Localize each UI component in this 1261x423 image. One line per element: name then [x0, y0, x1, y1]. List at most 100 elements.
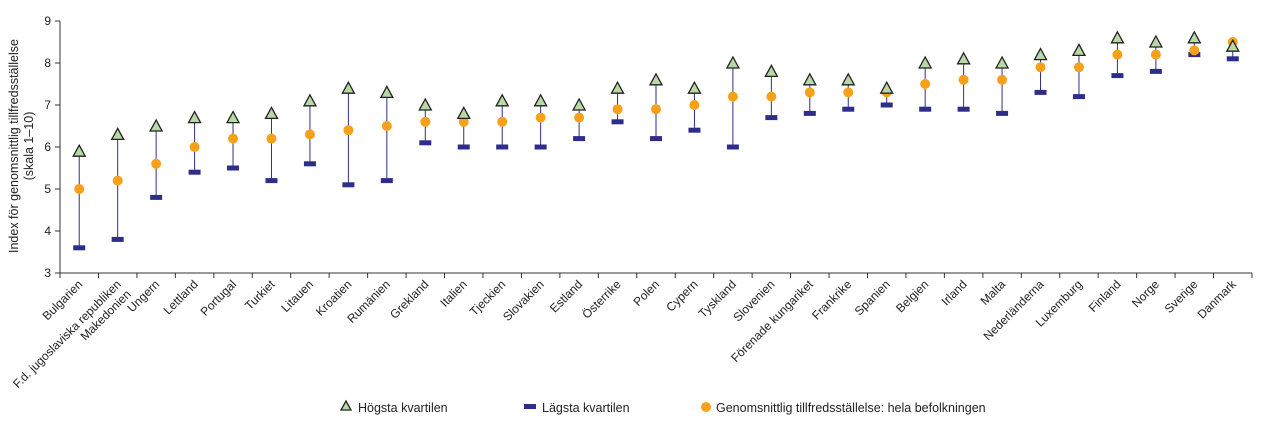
average-marker [574, 112, 585, 123]
high-quartile-marker [1187, 30, 1202, 44]
x-tick-label: Turkiet [242, 277, 278, 313]
high-quartile-marker [879, 80, 894, 94]
average-marker [843, 87, 854, 98]
legend-average-label: Genomsnittlig tillfredsställelse: hela b… [716, 401, 986, 415]
low-quartile-marker [150, 194, 163, 200]
x-tick-label: Litauen [278, 277, 316, 315]
x-tick-label: Slovakien [500, 277, 547, 324]
low-quartile-marker [1226, 56, 1239, 62]
high-quartile-marker [841, 72, 856, 86]
high-quartile-marker [149, 118, 164, 132]
x-tick-label: Spanien [852, 277, 893, 318]
x-tick-label-line: Norge [1129, 277, 1162, 310]
average-marker [304, 129, 315, 140]
y-tick-label: 3 [44, 266, 51, 280]
legend-average-symbol [701, 402, 711, 412]
x-tick-label-line: Litauen [278, 277, 316, 315]
x-tick-label: Belgien [893, 277, 931, 315]
y-ticks: 3 4 5 6 7 8 9 [44, 14, 60, 280]
x-tick-label-line: Irland [939, 277, 970, 308]
average-marker [651, 104, 661, 115]
high-quartile-marker [1110, 30, 1125, 44]
average-marker [689, 100, 700, 110]
high-quartile-marker [495, 93, 510, 107]
low-quartile-marker [188, 169, 201, 175]
average-marker [766, 91, 777, 102]
x-tick-label-line: Belgien [893, 277, 931, 315]
low-quartile-marker [265, 178, 278, 184]
x-tick-label: Finland [1086, 277, 1124, 315]
high-quartile-marker [72, 143, 87, 157]
x-tick-label: Grekland [387, 277, 431, 321]
average-marker [804, 87, 815, 98]
low-quartile-marker [1149, 68, 1162, 74]
data-marks [72, 30, 1240, 251]
average-marker [228, 133, 239, 144]
y-tick-label: 8 [44, 56, 51, 70]
high-quartile-marker [956, 51, 971, 65]
x-tick-label-line: Finland [1086, 277, 1124, 315]
x-tick-label: Österrike [579, 277, 624, 322]
x-tick-label-line: Estland [547, 277, 585, 315]
high-quartile-marker [725, 55, 740, 69]
quartile-range-lines [78, 37, 1234, 248]
low-quartile-marker [342, 182, 355, 188]
high-quartile-marker [187, 110, 202, 124]
legend: Högsta kvartilen Lägsta kvartilen Genomsni… [339, 399, 986, 415]
legend-low-symbol [524, 404, 536, 409]
x-tick-label: Danmark [1195, 277, 1240, 322]
x-tick-label: Lettland [161, 277, 201, 317]
average-marker [535, 112, 546, 123]
x-tick-label-line: Grekland [387, 277, 431, 321]
high-quartile-marker [418, 97, 433, 111]
high-quartile-marker [648, 72, 664, 86]
low-quartile-marker [573, 136, 586, 142]
x-tick-label-line: Lettland [161, 277, 201, 317]
high-quartile-marker [533, 93, 548, 107]
high-quartile-marker [341, 80, 356, 94]
low-quartile-marker [650, 136, 662, 142]
average-marker [1150, 49, 1161, 60]
high-quartile-marker [456, 106, 471, 120]
x-tick-label-line: Polen [631, 277, 663, 309]
x-tick-label: Polen [631, 277, 663, 309]
high-quartile-marker [918, 55, 933, 69]
average-marker [997, 74, 1008, 85]
y-axis-title-line-2: (skala 1–10) [22, 112, 36, 181]
high-quartile-marker [994, 55, 1010, 69]
low-quartile-marker [842, 106, 855, 112]
x-tick-label: Italien [437, 277, 470, 310]
low-quartile-marker [765, 115, 778, 121]
high-quartile-marker [1225, 38, 1240, 52]
y-tick-label: 7 [44, 98, 51, 112]
average-marker [1035, 62, 1046, 73]
high-quartile-marker [225, 110, 241, 124]
average-marker [343, 125, 354, 136]
average-marker [612, 104, 623, 115]
high-quartile-marker [1033, 47, 1048, 61]
average-marker [1189, 45, 1200, 56]
x-tick-label-line: Portugal [198, 277, 240, 319]
low-quartile-marker [957, 106, 970, 112]
average-marker [958, 74, 969, 85]
x-tick-label: Irland [939, 277, 970, 308]
average-marker [1112, 49, 1123, 60]
low-quartile-marker [726, 144, 739, 150]
low-quartile-marker [1034, 89, 1047, 95]
low-quartile-marker [457, 144, 470, 150]
high-quartile-marker [110, 127, 125, 141]
low-quartile-marker [688, 127, 701, 133]
low-quartile-marker [227, 165, 240, 171]
x-tick-label: Estland [547, 277, 585, 315]
average-marker [458, 116, 469, 127]
low-quartile-marker [534, 144, 547, 150]
x-tick-label-line: Italien [437, 277, 470, 310]
y-tick-label: 9 [44, 14, 51, 28]
x-tick-label: Cypern [663, 277, 700, 314]
average-marker [151, 158, 162, 169]
y-tick-label: 5 [44, 182, 51, 196]
high-quartile-marker [1148, 34, 1163, 48]
high-quartile-marker [802, 72, 817, 86]
